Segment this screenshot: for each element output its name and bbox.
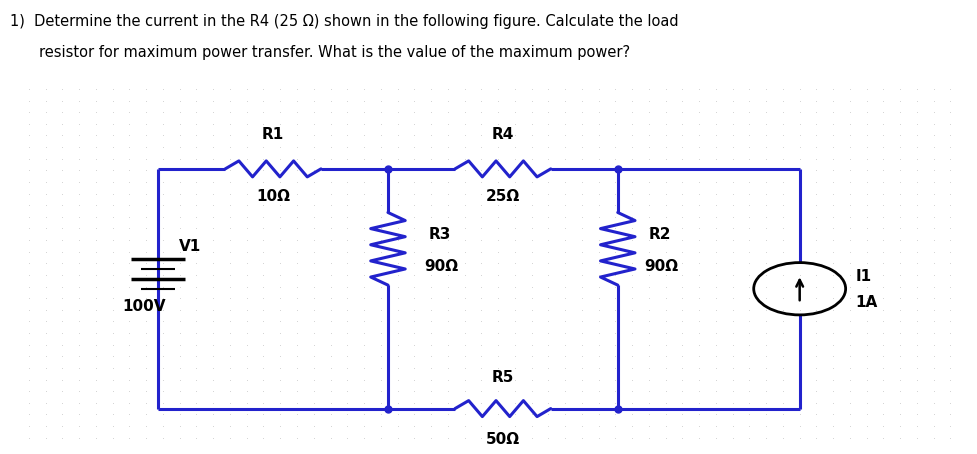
Text: 1)  Determine the current in the R4 (25 Ω) shown in the following figure. Calcul: 1) Determine the current in the R4 (25 Ω… <box>10 14 678 29</box>
Text: R4: R4 <box>491 127 514 142</box>
Text: I1: I1 <box>855 268 871 284</box>
Text: 90Ω: 90Ω <box>424 259 458 275</box>
Text: R5: R5 <box>491 370 514 385</box>
Text: 90Ω: 90Ω <box>645 259 679 275</box>
Text: 25Ω: 25Ω <box>486 189 520 204</box>
Text: R1: R1 <box>262 127 284 142</box>
Text: resistor for maximum power transfer. What is the value of the maximum power?: resistor for maximum power transfer. Wha… <box>39 45 630 60</box>
Text: 10Ω: 10Ω <box>256 189 290 204</box>
Text: R2: R2 <box>649 227 671 242</box>
Text: 50Ω: 50Ω <box>486 432 520 447</box>
Text: 1A: 1A <box>855 295 877 310</box>
Text: R3: R3 <box>428 227 450 242</box>
Text: V1: V1 <box>179 239 201 254</box>
Text: 100V: 100V <box>122 299 165 314</box>
